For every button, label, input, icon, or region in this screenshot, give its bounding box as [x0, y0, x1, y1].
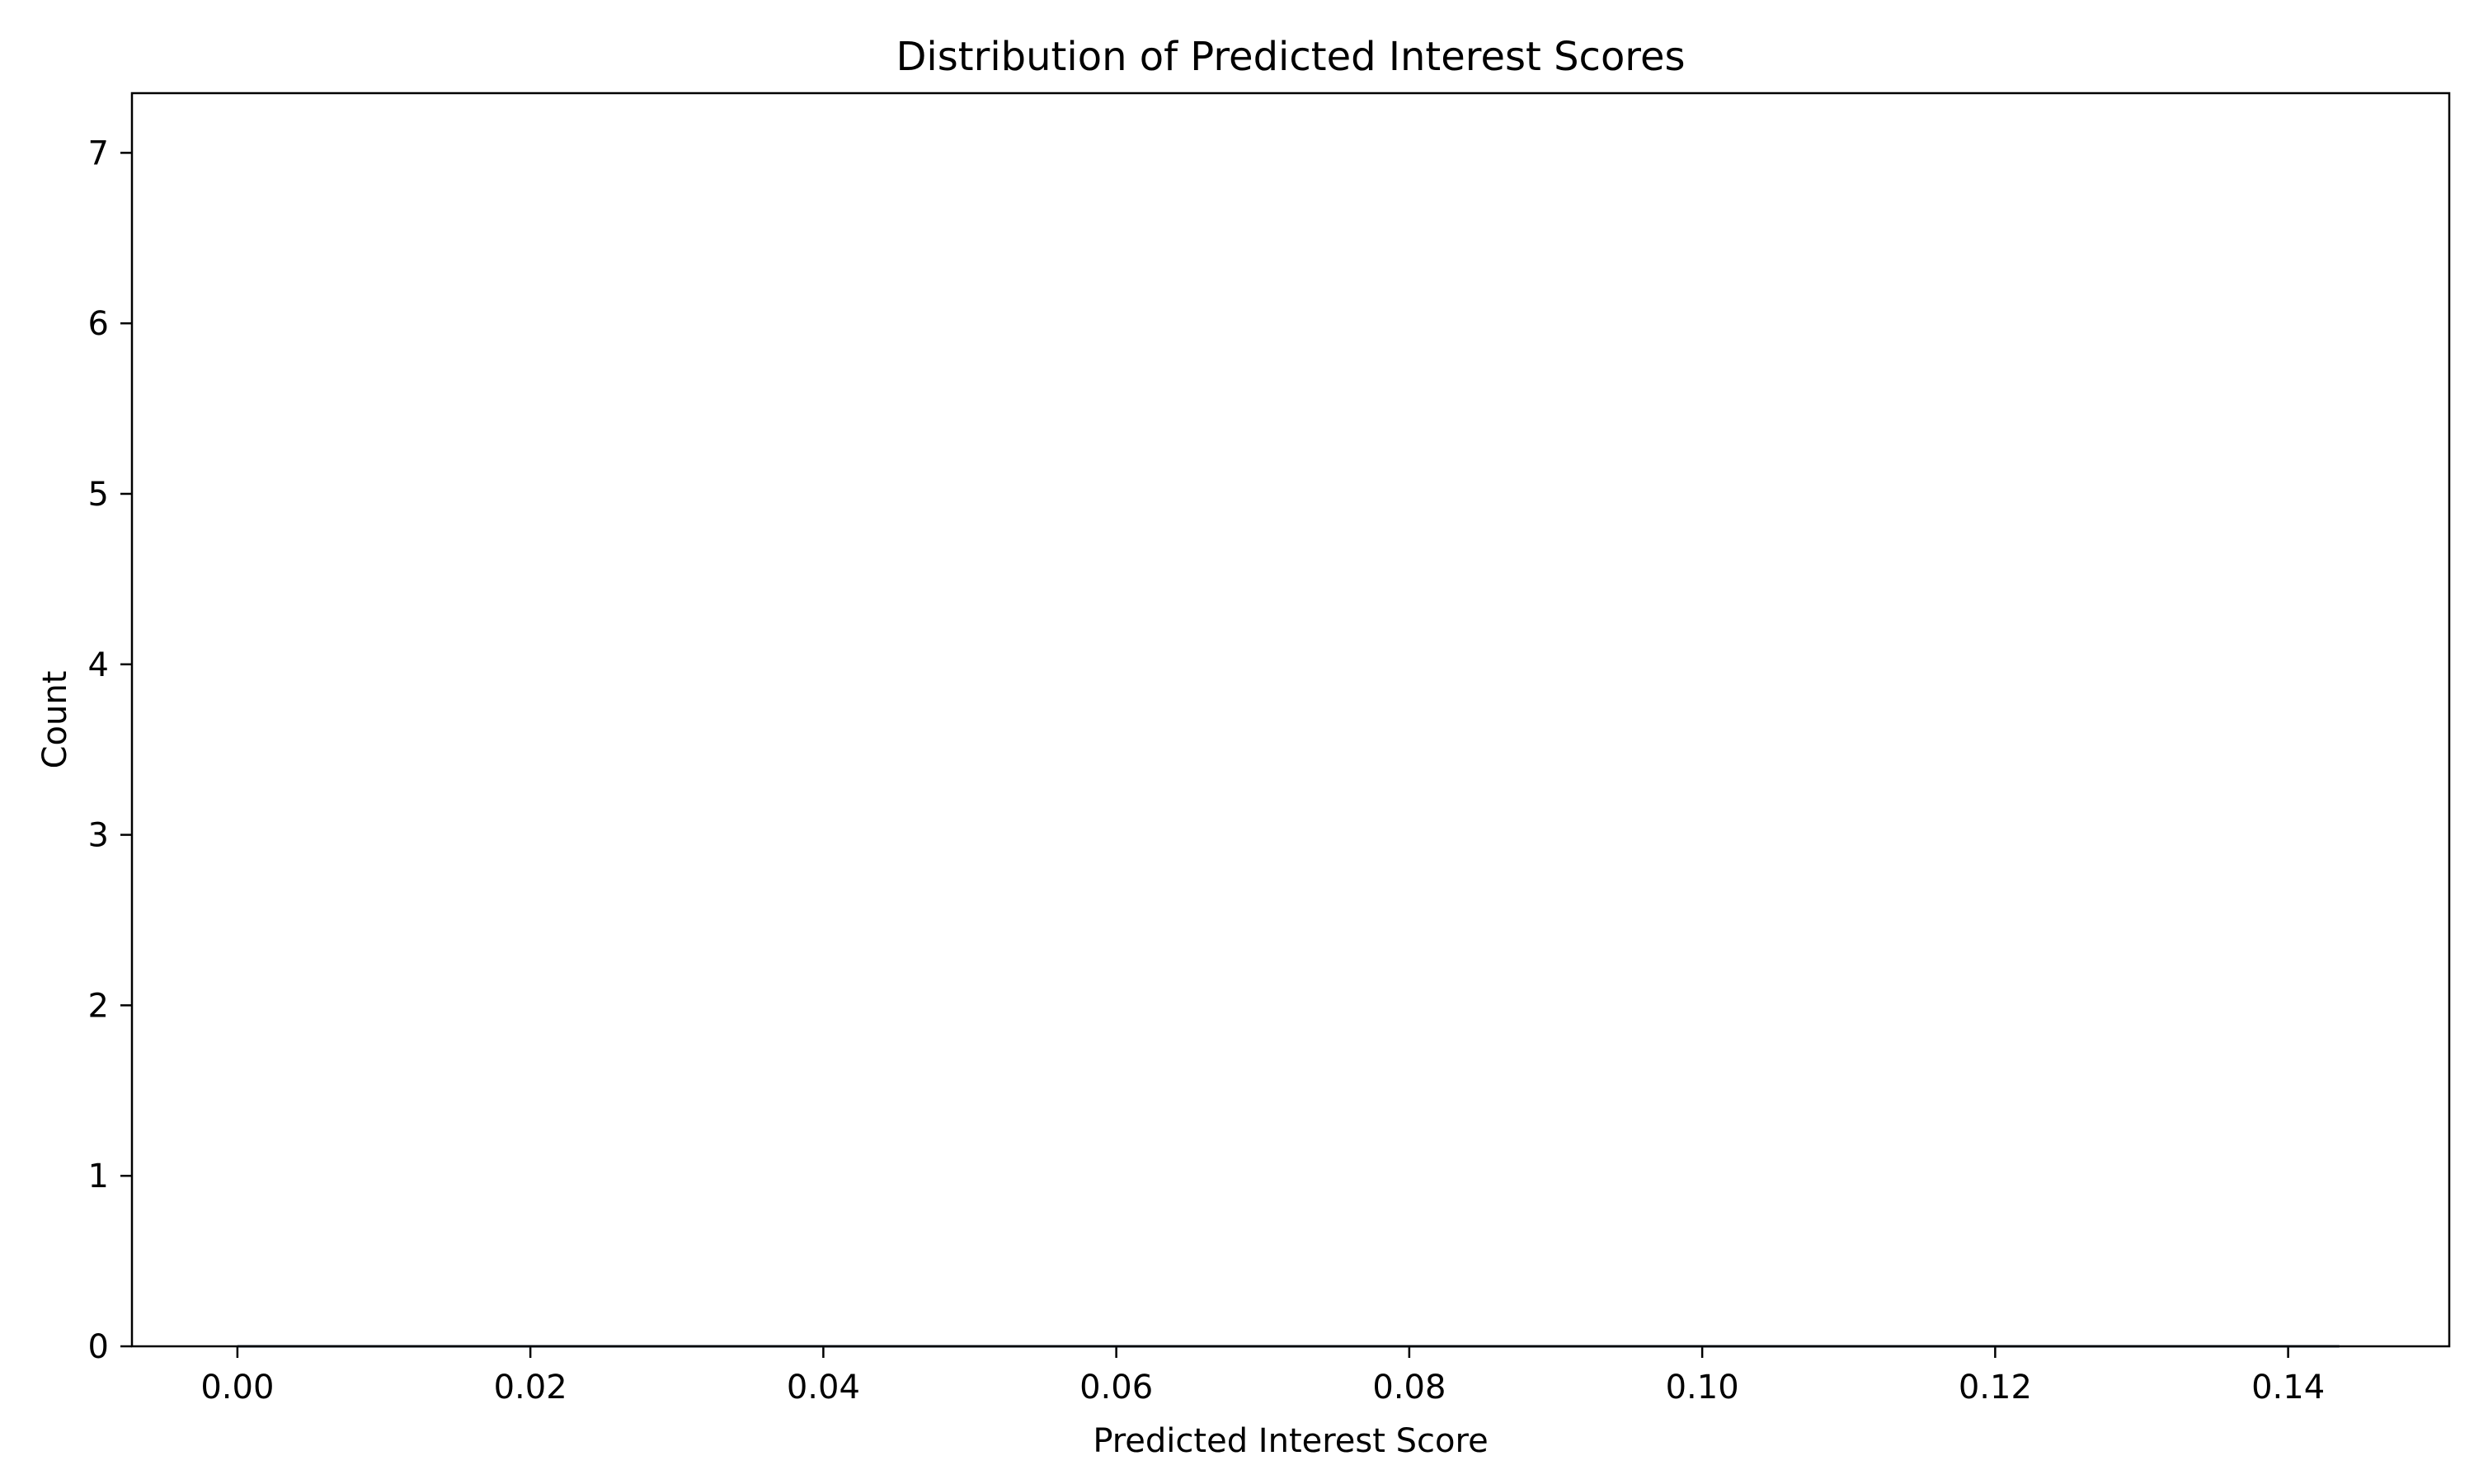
y-tick-label: 4 — [88, 646, 109, 684]
x-tick-label: 0.12 — [1959, 1369, 2032, 1407]
y-axis-ticks: 0 1 2 3 4 5 6 7 — [88, 134, 132, 1366]
y-tick-label: 3 — [88, 817, 109, 855]
x-tick-label: 0.14 — [2251, 1369, 2325, 1407]
x-tick-label: 0.08 — [1372, 1369, 1446, 1407]
x-tick-label: 0.00 — [200, 1369, 274, 1407]
x-tick-label: 0.04 — [787, 1369, 860, 1407]
y-axis-label: Count — [36, 671, 74, 769]
y-tick-label: 6 — [88, 305, 109, 343]
y-tick-label: 1 — [88, 1158, 109, 1195]
y-tick-label: 7 — [88, 134, 109, 172]
plot-area-frame — [130, 92, 2451, 1348]
x-tick-label: 0.10 — [1666, 1369, 1739, 1407]
y-tick-label: 5 — [88, 476, 109, 514]
y-tick-label: 2 — [88, 987, 109, 1025]
x-tick-label: 0.02 — [494, 1369, 567, 1407]
x-axis-label: Predicted Interest Score — [1093, 1422, 1488, 1460]
y-tick-label: 0 — [88, 1328, 109, 1366]
x-axis-ticks: 0.00 0.02 0.04 0.06 0.08 0.10 0.12 0.14 — [200, 1346, 2325, 1407]
chart-title: Distribution of Predicted Interest Score… — [896, 34, 1685, 80]
x-tick-label: 0.06 — [1079, 1369, 1153, 1407]
